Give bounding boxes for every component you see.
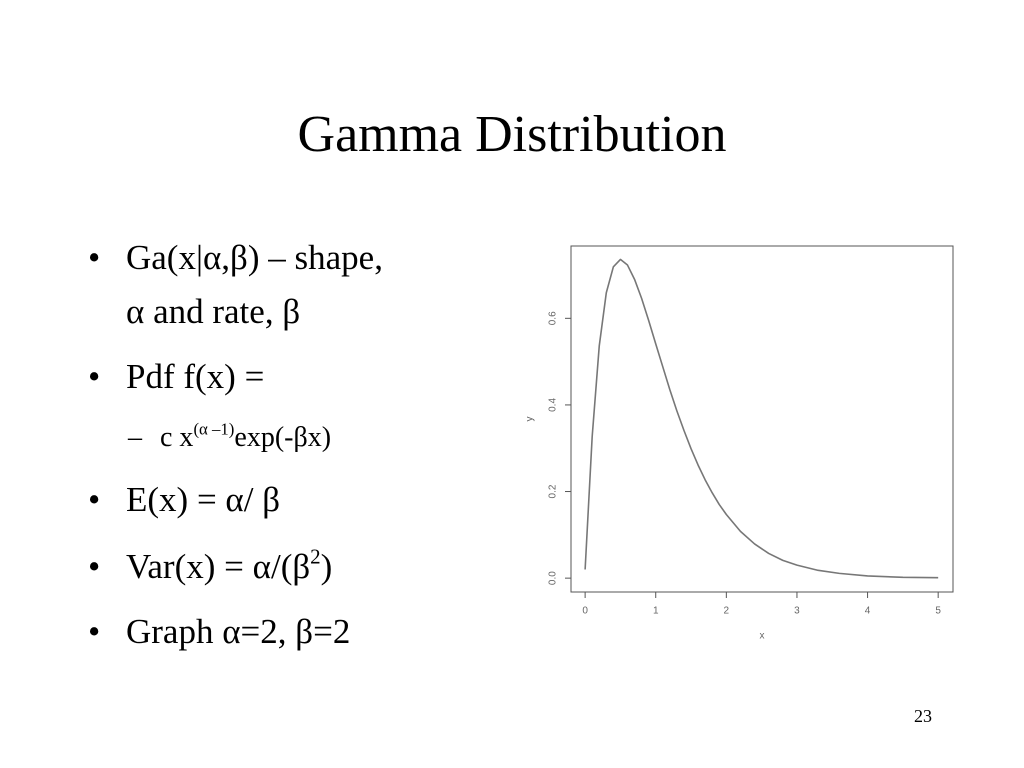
bullet: Graph α=2, β=2 <box>126 612 351 651</box>
x-tick-label: 3 <box>794 606 800 617</box>
bullet: Ga(x|α,β) – shape, <box>126 238 383 277</box>
y-tick-label: 0.6 <box>548 311 559 325</box>
bullet-dot: • <box>88 238 101 277</box>
text: Var(x) = α/(β <box>126 547 311 586</box>
bullet-dot: • <box>88 357 101 396</box>
superscript: 2 <box>310 544 321 569</box>
superscript: (α –1) <box>193 419 235 439</box>
x-tick-label: 1 <box>653 606 659 617</box>
slide-title: Gamma Distribution <box>297 106 727 163</box>
y-tick-label: 0.4 <box>548 398 559 412</box>
bullet-dot: • <box>88 547 101 586</box>
bullet: Var(x) = α/(β2) <box>126 544 333 587</box>
bullet-dot: • <box>88 612 101 651</box>
x-tick-label: 2 <box>724 606 730 617</box>
bullet-dot: • <box>88 480 101 519</box>
x-axis-label: x <box>760 631 765 642</box>
text: ) <box>320 547 333 586</box>
text: c x <box>160 422 194 453</box>
x-tick-label: 4 <box>865 606 871 617</box>
bullet-continuation: α and rate, β <box>126 292 301 331</box>
bullet: E(x) = α/ β <box>126 480 281 519</box>
x-tick-label: 5 <box>935 606 941 617</box>
sub-bullet: c x(α –1)exp(-βx) <box>160 419 332 454</box>
y-tick-label: 0.0 <box>548 571 559 585</box>
plot-frame <box>570 245 954 593</box>
y-tick-label: 0.2 <box>548 484 559 498</box>
y-axis-label: y <box>525 417 536 422</box>
x-tick-label: 0 <box>582 606 588 617</box>
bullet: Pdf f(x) = <box>126 357 265 396</box>
curve <box>584 258 939 579</box>
text: exp(-βx) <box>234 422 332 453</box>
page-number: 23 <box>914 706 932 726</box>
sub-bullet-dash: – <box>128 422 142 453</box>
